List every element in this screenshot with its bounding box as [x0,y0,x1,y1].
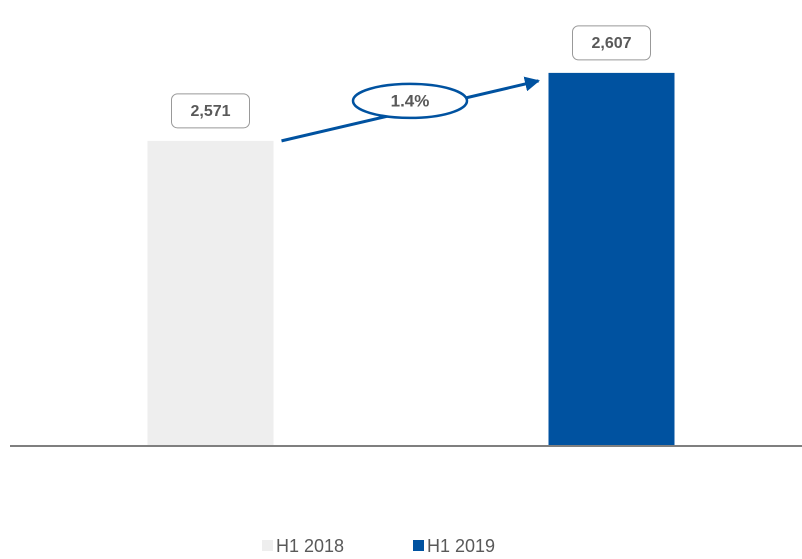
value-label-box [572,25,651,61]
value-label-box [171,93,250,129]
value-label: 2,607 [591,35,631,52]
legend-label: H1 2018 [276,536,344,556]
legend-label: H1 2019 [427,536,495,556]
legend-swatch [413,540,424,551]
annotation: 1.4% [391,91,430,110]
bar [548,72,675,445]
annotation-ellipse [351,82,469,120]
bar [147,140,274,445]
legend-swatch [262,540,273,551]
value-label: 2,571 [190,103,230,120]
